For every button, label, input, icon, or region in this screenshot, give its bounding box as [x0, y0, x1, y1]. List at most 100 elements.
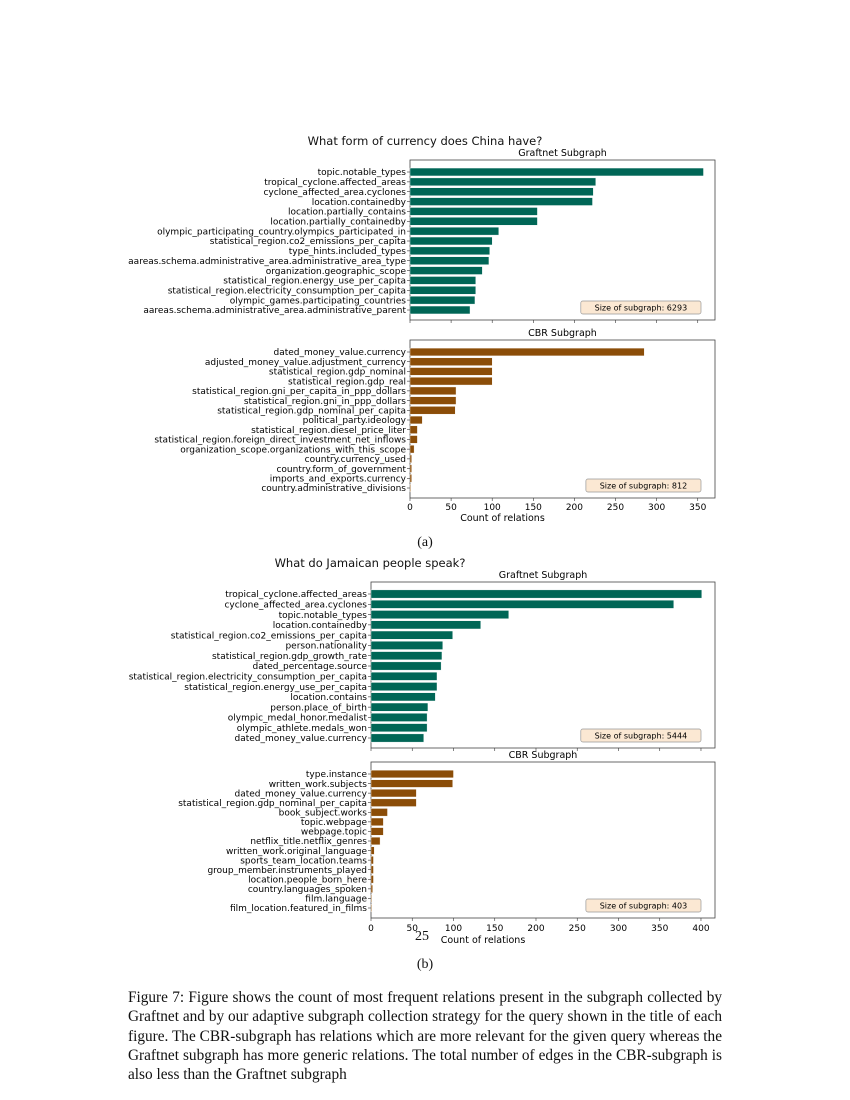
chart-b-title: What do Jamaican people speak?	[274, 556, 466, 570]
category-label: dated_percentage.source	[253, 662, 368, 672]
subgraph-size-annotation: Size of subgraph: 5444	[595, 732, 688, 741]
bar	[370, 779, 453, 788]
x-tick-label: 100	[484, 503, 501, 513]
bar	[370, 808, 388, 817]
subgraph-size-annotation: Size of subgraph: 403	[600, 902, 687, 911]
category-label: statistical_region.gdp_nominal	[269, 368, 406, 378]
chart-a-title: What form of currency does China have?	[307, 134, 543, 148]
category-label: written_work.original_language	[226, 847, 368, 857]
panel-subtitle: Graftnet Subgraph	[499, 570, 588, 581]
figure-caption: Figure 7: Figure shows the count of most…	[128, 989, 722, 1084]
category-label: topic.notable_types	[318, 168, 407, 178]
category-label: dated_money_value.currency	[273, 348, 406, 358]
category-label: statistical_region.gdp_growth_rate	[212, 652, 367, 662]
category-label: statistical_region.energy_use_per_capita	[223, 277, 406, 287]
category-label: cyclone_affected_area.cyclones	[224, 600, 367, 610]
category-label: sports_team_location.teams	[240, 856, 367, 866]
category-label: type_hints.included_types	[289, 247, 407, 257]
bar	[370, 789, 417, 798]
bar	[370, 884, 373, 893]
subgraph-size-box	[580, 728, 702, 743]
category-label: organization_scope.organizations_with_th…	[180, 445, 406, 455]
category-label: group_member.instruments_played	[207, 866, 367, 876]
category-label: type.instance	[306, 770, 368, 780]
bar	[370, 846, 375, 855]
category-label: location.partially_contains	[288, 208, 406, 218]
category-label: statistical_region.co2_emissions_per_cap…	[210, 237, 406, 247]
subgraph-size-annotation: Size of subgraph: 812	[600, 482, 687, 491]
category-label: film.language	[305, 895, 367, 905]
category-label: statistical_region.gni_in_ppp_dollars	[244, 397, 406, 407]
chart-b: Graftnet Subgraph tropical_cyclone.affect…	[129, 570, 716, 946]
category-label: location.people_born_here	[248, 875, 367, 885]
x-axis-label: Count of relations	[460, 513, 545, 524]
bar	[370, 641, 443, 650]
x-tick-label: 200	[527, 924, 544, 934]
category-label: country.administrative_divisions	[261, 484, 406, 494]
x-tick-label: 200	[566, 503, 583, 513]
x-axis-label: Count of relations	[441, 935, 526, 946]
category-label: statistical_region.co2_emissions_per_cap…	[171, 631, 367, 641]
x-tick-label: 150	[525, 503, 542, 513]
panel-subtitle: CBR Subgraph	[509, 750, 578, 761]
category-label: statistical_region.gni_per_capita_in_ppp…	[192, 387, 406, 397]
bar	[370, 903, 373, 913]
bar	[370, 620, 481, 630]
category-label: location.containedby	[273, 621, 368, 631]
x-tick-label: 50	[407, 924, 419, 934]
category-label: aareas.schema.administrative_area.admini…	[128, 257, 406, 267]
category-label: written_work.subjects	[269, 780, 368, 790]
bar	[370, 702, 429, 712]
category-label: location.partially_containedby	[270, 217, 406, 227]
panel-subtitle: CBR Subgraph	[528, 328, 597, 339]
category-label: olympic_participating_country.olympics_p…	[157, 227, 406, 237]
bar	[370, 651, 443, 661]
category-label: statistical_region.diesel_price_liter	[251, 426, 406, 436]
category-label: olympic_games.participating_countries	[230, 296, 407, 306]
category-label: statistical_region.foreign_direct_invest…	[154, 436, 406, 446]
category-label: person.place_of_birth	[270, 703, 367, 713]
subgraph-size-box	[580, 300, 702, 315]
category-label: imports_and_exports.currency	[270, 474, 407, 484]
x-tick-label: 0	[407, 503, 413, 513]
category-label: statistical_region.gdp_real	[288, 377, 406, 387]
category-label: adjusted_money_value.adjustment_currency	[205, 358, 407, 368]
subgraph-size-annotation: Size of subgraph: 6293	[595, 304, 688, 313]
category-label: political_party.ideology	[303, 416, 407, 426]
category-label: netflix_title.netflix_genres	[250, 837, 367, 847]
x-tick-label: 350	[651, 924, 668, 934]
bar	[370, 671, 438, 681]
category-label: topic.notable_types	[279, 611, 368, 621]
chart-a: Graftnet Subgraph topic.notable_typestrop…	[128, 148, 716, 524]
bar	[370, 733, 424, 743]
bar	[370, 798, 417, 807]
category-label: tropical_cyclone.affected_areas	[264, 178, 406, 188]
category-label: statistical_region.gdp_nominal_per_capit…	[217, 406, 406, 416]
bar	[370, 856, 374, 865]
panel-subtitle: Graftnet Subgraph	[518, 148, 607, 159]
category-label: dated_money_value.currency	[234, 734, 367, 744]
category-label: country.form_of_government	[276, 465, 406, 475]
bar	[370, 692, 436, 702]
bar	[370, 865, 374, 874]
bar	[370, 827, 384, 836]
category-label: dated_money_value.currency	[234, 789, 367, 799]
bar	[370, 723, 428, 733]
x-tick-label: 50	[445, 503, 457, 513]
category-label: topic.webpage	[301, 818, 368, 828]
chart-b-label: (b)	[416, 957, 434, 972]
x-tick-label: 250	[569, 924, 586, 934]
category-label: statistical_region.electricity_consumpti…	[168, 286, 406, 296]
x-tick-label: 150	[486, 924, 503, 934]
bar	[370, 769, 454, 779]
category-label: statistical_region.electricity_consumpti…	[129, 672, 367, 682]
bar	[370, 875, 374, 884]
bar	[370, 682, 438, 691]
category-label: book_subject.works	[279, 808, 368, 818]
subgraph-size-box	[585, 898, 702, 913]
bar	[370, 589, 703, 599]
category-label: location.contains	[290, 693, 367, 703]
chart-a-label: (a)	[417, 535, 433, 550]
x-tick-label: 100	[445, 924, 462, 934]
